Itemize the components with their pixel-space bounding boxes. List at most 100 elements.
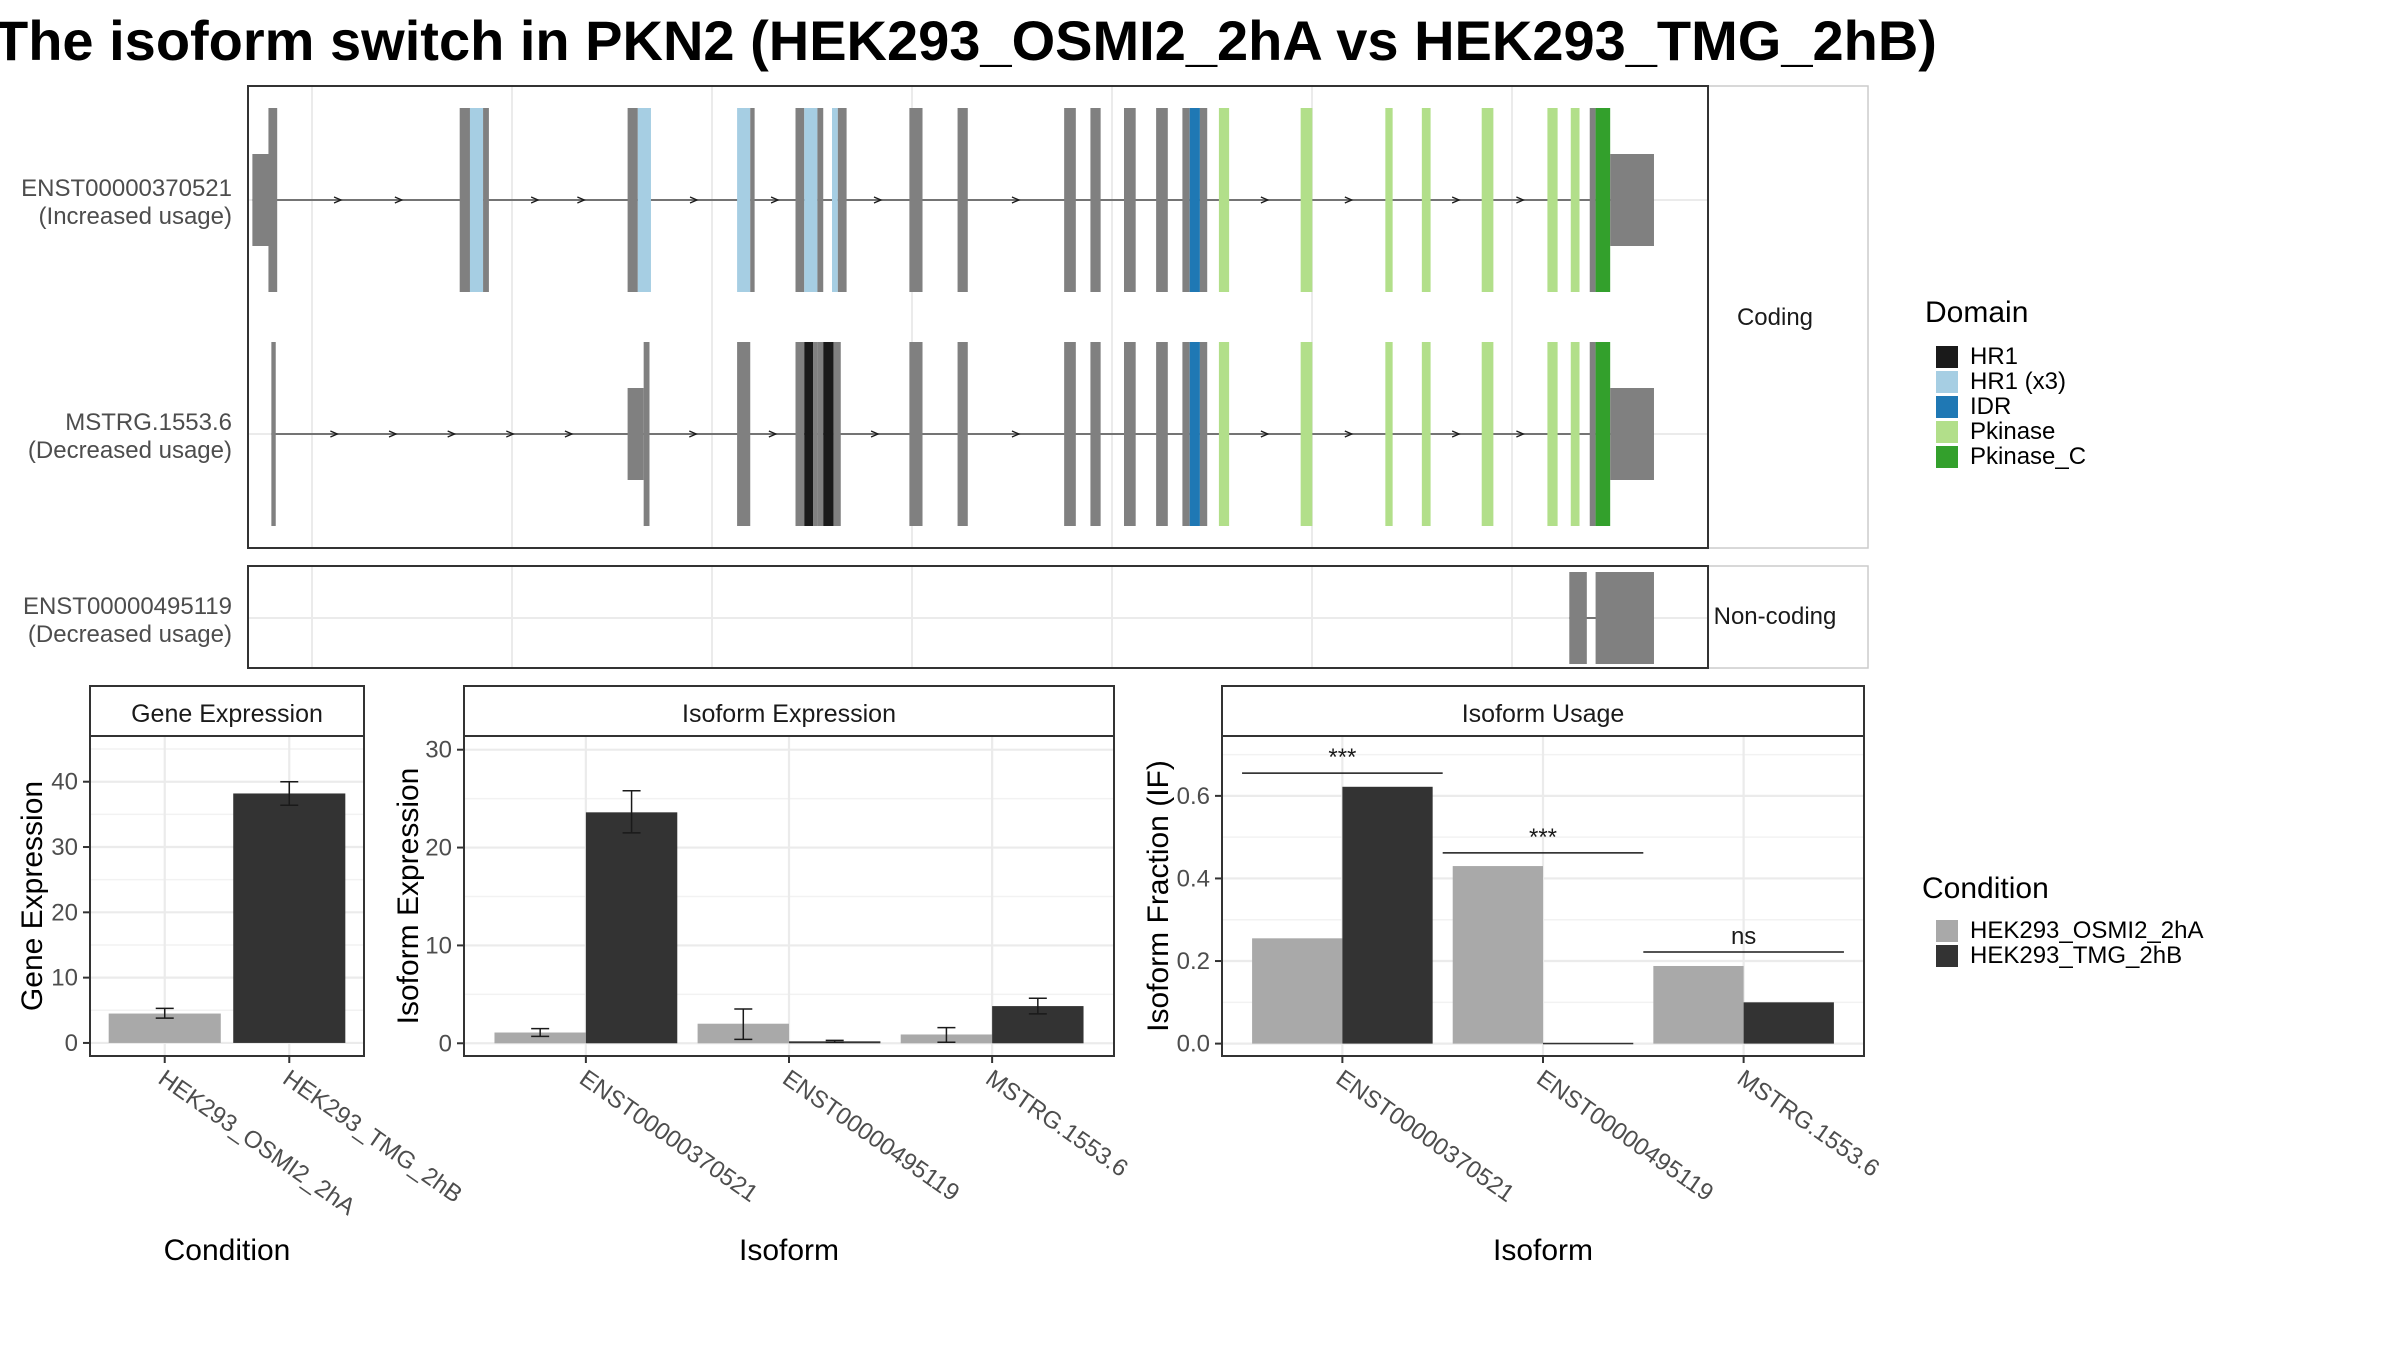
facet-title: Isoform Expression bbox=[682, 700, 896, 728]
exon-block bbox=[627, 108, 638, 292]
usage-label: (Increased usage) bbox=[39, 203, 232, 230]
domain-block bbox=[1570, 342, 1580, 526]
exon-block bbox=[1064, 108, 1076, 292]
noncoding-strip-label: Non-coding bbox=[1714, 603, 1837, 630]
domain-legend-title: Domain bbox=[1925, 296, 2028, 329]
domain-block bbox=[469, 108, 484, 292]
domain-block bbox=[804, 342, 814, 526]
exon-block bbox=[837, 108, 847, 292]
domain-block bbox=[1481, 342, 1494, 526]
direction-arrow bbox=[1011, 430, 1021, 438]
y-tick-label: 0 bbox=[65, 1030, 78, 1057]
domain-block bbox=[1595, 342, 1611, 526]
exon-block bbox=[643, 342, 650, 526]
isoform-expression-chart: Isoform Expression 0 10 20 30 ENST00000370521… bbox=[392, 685, 1133, 1267]
direction-arrow bbox=[1344, 430, 1354, 438]
exon-block bbox=[1090, 342, 1101, 526]
domain-block bbox=[1385, 108, 1393, 292]
noncoding-structure-panel: ENST00000495119(Decreased usage) bbox=[23, 565, 1869, 669]
bar bbox=[1653, 965, 1744, 1044]
coding-strip-box bbox=[1707, 85, 1869, 549]
direction-arrow bbox=[689, 430, 698, 438]
bar bbox=[1543, 1042, 1634, 1045]
condition-legend-key bbox=[1936, 920, 1958, 942]
facet-strip bbox=[1221, 685, 1865, 737]
domain-block bbox=[1300, 108, 1313, 292]
bar bbox=[233, 793, 346, 1043]
exon-block bbox=[817, 108, 824, 292]
condition-legend-label: HEK293_OSMI2_2hA bbox=[1970, 917, 2203, 944]
y-tick-label: 0.6 bbox=[1177, 783, 1210, 810]
exon-block bbox=[1199, 108, 1208, 292]
direction-arrow bbox=[1344, 196, 1354, 204]
exon-block bbox=[957, 108, 968, 292]
x-tick-label: ENST00000370521 bbox=[574, 1065, 762, 1208]
direction-arrow bbox=[447, 430, 457, 438]
domain-legend-label: HR1 (x3) bbox=[1970, 368, 2066, 395]
direction-arrow bbox=[770, 196, 780, 204]
y-tick-label: 30 bbox=[425, 737, 452, 764]
noncoding-panel-border bbox=[247, 565, 1709, 669]
exon-block bbox=[909, 108, 923, 292]
domain-block bbox=[637, 108, 651, 292]
domain-block bbox=[1421, 108, 1431, 292]
domain-block bbox=[1189, 108, 1200, 292]
exon-block bbox=[1064, 342, 1076, 526]
y-tick-label: 0 bbox=[439, 1030, 452, 1057]
domain-block bbox=[823, 342, 834, 526]
direction-arrow bbox=[1451, 196, 1461, 204]
exon-block bbox=[271, 342, 276, 526]
domain-block bbox=[1547, 342, 1558, 526]
x-axis-label: Isoform bbox=[739, 1234, 839, 1267]
utr-block bbox=[1610, 388, 1654, 480]
coding-panel-bg bbox=[248, 86, 1708, 548]
utr-block bbox=[1595, 572, 1654, 664]
domain-block bbox=[1218, 108, 1230, 292]
condition-legend-label: HEK293_TMG_2hB bbox=[1970, 942, 2182, 969]
domain-legend-label: IDR bbox=[1970, 393, 2011, 420]
y-tick-label: 30 bbox=[51, 834, 78, 861]
direction-arrow bbox=[1260, 430, 1270, 438]
noncoding-strip-box bbox=[1707, 565, 1869, 669]
direction-arrow bbox=[689, 196, 699, 204]
domain-block bbox=[1385, 342, 1393, 526]
domain-block bbox=[1218, 342, 1230, 526]
y-tick-label: 0.4 bbox=[1177, 865, 1210, 892]
bar bbox=[1452, 866, 1543, 1044]
domain-legend-key bbox=[1936, 346, 1958, 368]
exon-block bbox=[795, 108, 805, 292]
domain-legend-key bbox=[1936, 446, 1958, 468]
x-tick-label: ENST00000370521 bbox=[1331, 1065, 1519, 1208]
domain-block bbox=[1547, 108, 1558, 292]
direction-arrow bbox=[768, 430, 778, 438]
transcript-label: ENST00000370521 bbox=[21, 175, 232, 202]
direction-arrow bbox=[1516, 430, 1526, 438]
transcript-label: MSTRG.1553.6 bbox=[65, 409, 232, 436]
exon-block bbox=[813, 342, 818, 526]
x-tick-label: MSTRG.1553.6 bbox=[981, 1065, 1133, 1183]
domain-block bbox=[1595, 108, 1611, 292]
exon-block bbox=[1090, 108, 1101, 292]
x-axis-label: Condition bbox=[164, 1234, 291, 1267]
domain-block bbox=[804, 108, 818, 292]
coding-strip-label: Coding bbox=[1737, 304, 1813, 331]
exon-block bbox=[483, 108, 489, 292]
facet-title: Isoform Usage bbox=[1462, 700, 1625, 728]
y-tick-label: 0.2 bbox=[1177, 948, 1210, 975]
usage-label: (Decreased usage) bbox=[28, 437, 232, 464]
coding-structure-panel: ENST00000370521(Increased usage) MSTRG.15… bbox=[21, 85, 1869, 549]
domain-block bbox=[832, 108, 838, 292]
exon-block bbox=[957, 342, 968, 526]
bar bbox=[494, 1032, 586, 1044]
domain-block bbox=[1421, 342, 1431, 526]
y-axis-label: Isoform Fraction (IF) bbox=[1142, 760, 1175, 1032]
exon-block bbox=[1182, 108, 1190, 292]
significance-label: *** bbox=[1328, 744, 1356, 771]
x-tick-label: HEK293_OSMI2_2hA bbox=[153, 1065, 360, 1221]
y-tick-label: 10 bbox=[51, 965, 78, 992]
facet-strip bbox=[463, 685, 1115, 737]
direction-arrow bbox=[577, 196, 587, 204]
